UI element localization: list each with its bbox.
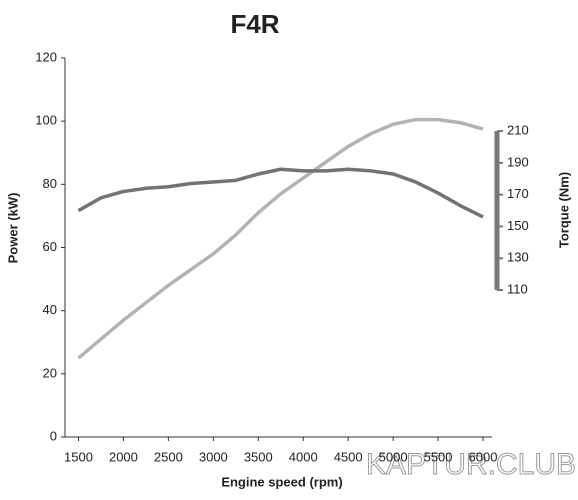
x-tick-label: 5000 [379,449,408,464]
y2-tick-label: 190 [507,154,529,169]
y-tick-label: 40 [43,302,57,317]
y2-axis-label: Torque (Nm) [556,172,571,248]
y2-tick-label: 170 [507,186,529,201]
x-tick-label: 4000 [289,449,318,464]
y2-tick-label: 210 [507,123,529,138]
y-tick-label: 80 [43,176,57,191]
y2-tick-label: 150 [507,218,529,233]
x-tick-label: 6000 [469,449,498,464]
x-tick-label: 5500 [424,449,453,464]
y-tick-label: 20 [43,365,57,380]
y2-tick-label: 110 [507,281,528,296]
series-line [77,117,484,360]
x-tick-label: 2000 [109,449,138,464]
x-tick-label: 3500 [244,449,273,464]
y2-tick-label: 130 [507,250,529,265]
x-tick-label: 2500 [154,449,183,464]
series-line [77,167,484,219]
x-tick-label: 3000 [199,449,228,464]
y-tick-label: 100 [35,113,57,128]
y-tick-label: 0 [50,428,57,443]
x-axis-label: Engine speed (rpm) [221,474,342,489]
chart-title: F4R [230,9,279,39]
watermark: KAPTUR.CLUB [366,448,576,481]
y-tick-label: 60 [43,239,57,254]
y-axis-label: Power (kW) [5,193,20,264]
y-tick-label: 120 [35,49,57,64]
x-tick-label: 4500 [334,449,363,464]
x-tick-label: 1500 [64,449,93,464]
